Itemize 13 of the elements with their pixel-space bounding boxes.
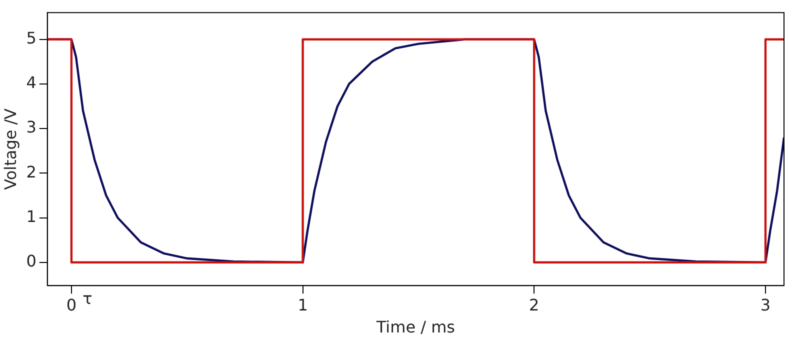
- y-axis-title: Voltage /V: [0, 108, 20, 190]
- x-tick-label: 3: [760, 295, 771, 314]
- y-tick-label: 5: [26, 28, 36, 48]
- y-tick-label: 0: [26, 252, 36, 271]
- x-tick-label: 1: [298, 295, 308, 314]
- y-tick-label: 2: [26, 162, 36, 182]
- x-axis-title: Time / ms: [375, 318, 456, 337]
- y-tick-label: 3: [26, 118, 36, 137]
- text: τ: [82, 288, 92, 308]
- x-tick-label: 2: [529, 295, 540, 314]
- x-tick-label: 0: [66, 295, 77, 314]
- y-tick-label: 1: [26, 206, 36, 226]
- y-tick-label: 4: [26, 73, 36, 92]
